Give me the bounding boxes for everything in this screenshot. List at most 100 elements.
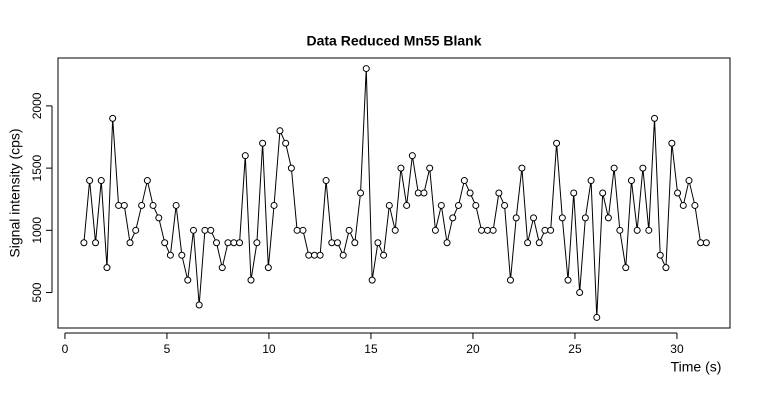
data-point <box>420 189 428 197</box>
data-point <box>184 276 192 284</box>
data-point <box>126 239 134 247</box>
data-point <box>449 214 457 222</box>
data-point <box>391 226 399 234</box>
data-point <box>172 201 180 209</box>
data-point <box>535 239 543 247</box>
data-point <box>161 239 169 247</box>
y-axis-label: Signal intensity (cps) <box>7 128 23 257</box>
data-point <box>103 264 111 272</box>
data-point <box>80 239 88 247</box>
plot-frame <box>57 57 731 329</box>
data-point <box>143 177 151 185</box>
data-point <box>426 164 434 172</box>
data-point <box>697 239 705 247</box>
data-point <box>524 239 532 247</box>
data-point <box>437 201 445 209</box>
data-point <box>501 201 509 209</box>
x-tick-label: 25 <box>568 342 582 356</box>
data-point <box>431 226 439 234</box>
data-point <box>547 226 555 234</box>
data-point <box>310 251 318 259</box>
data-point <box>478 226 486 234</box>
data-point <box>702 239 710 247</box>
data-point <box>627 177 635 185</box>
data-point <box>633 226 641 234</box>
data-point <box>656 251 664 259</box>
data-point <box>287 164 295 172</box>
y-tick-label: 1500 <box>30 154 44 181</box>
data-point <box>264 264 272 272</box>
data-point <box>132 226 140 234</box>
data-point <box>213 239 221 247</box>
y-tick-label: 500 <box>30 282 44 302</box>
data-point <box>616 226 624 234</box>
data-point <box>368 276 376 284</box>
data-point <box>305 251 313 259</box>
data-point <box>178 251 186 259</box>
data-point <box>674 189 682 197</box>
data-point <box>553 139 561 147</box>
data-point <box>155 214 163 222</box>
data-point <box>259 139 267 147</box>
data-point <box>530 214 538 222</box>
data-point <box>512 214 520 222</box>
data-point <box>414 189 422 197</box>
data-point <box>599 189 607 197</box>
data-point <box>328 239 336 247</box>
data-point <box>357 189 365 197</box>
x-tick-label: 10 <box>262 342 276 356</box>
data-point <box>241 152 249 160</box>
data-point <box>639 164 647 172</box>
data-point <box>218 264 226 272</box>
data-point <box>322 177 330 185</box>
data-point <box>506 276 514 284</box>
data-point <box>662 264 670 272</box>
data-point <box>224 239 232 247</box>
data-point <box>668 139 676 147</box>
data-point <box>189 226 197 234</box>
data-point <box>97 177 105 185</box>
data-point <box>247 276 255 284</box>
data-point <box>207 226 215 234</box>
data-point <box>587 177 595 185</box>
data-point <box>333 239 341 247</box>
x-axis-label: Time (s) <box>671 359 722 375</box>
data-point <box>443 239 451 247</box>
data-point <box>564 276 572 284</box>
data-point <box>276 127 284 135</box>
data-point <box>201 226 209 234</box>
data-point <box>293 226 301 234</box>
data-point <box>472 201 480 209</box>
data-point <box>270 201 278 209</box>
data-point <box>651 114 659 122</box>
data-point <box>115 201 123 209</box>
x-tick-label: 20 <box>466 342 480 356</box>
data-point <box>385 201 393 209</box>
y-tick-label: 2000 <box>30 92 44 119</box>
data-point <box>374 239 382 247</box>
data-point <box>685 177 693 185</box>
data-point <box>230 239 238 247</box>
data-point <box>299 226 307 234</box>
data-point <box>86 177 94 185</box>
data-point <box>253 239 261 247</box>
data-point <box>362 65 370 73</box>
data-point <box>408 152 416 160</box>
data-point <box>380 251 388 259</box>
data-point <box>397 164 405 172</box>
data-point <box>610 164 618 172</box>
data-point <box>495 189 503 197</box>
data-point <box>339 251 347 259</box>
data-point <box>460 177 468 185</box>
x-tick-label: 15 <box>364 342 378 356</box>
data-point <box>351 239 359 247</box>
data-point <box>604 214 612 222</box>
data-point <box>282 139 290 147</box>
data-point <box>466 189 474 197</box>
data-point <box>679 201 687 209</box>
data-point <box>109 114 117 122</box>
data-point <box>570 189 578 197</box>
x-tick-label: 30 <box>670 342 684 356</box>
data-point <box>558 214 566 222</box>
data-point <box>120 201 128 209</box>
